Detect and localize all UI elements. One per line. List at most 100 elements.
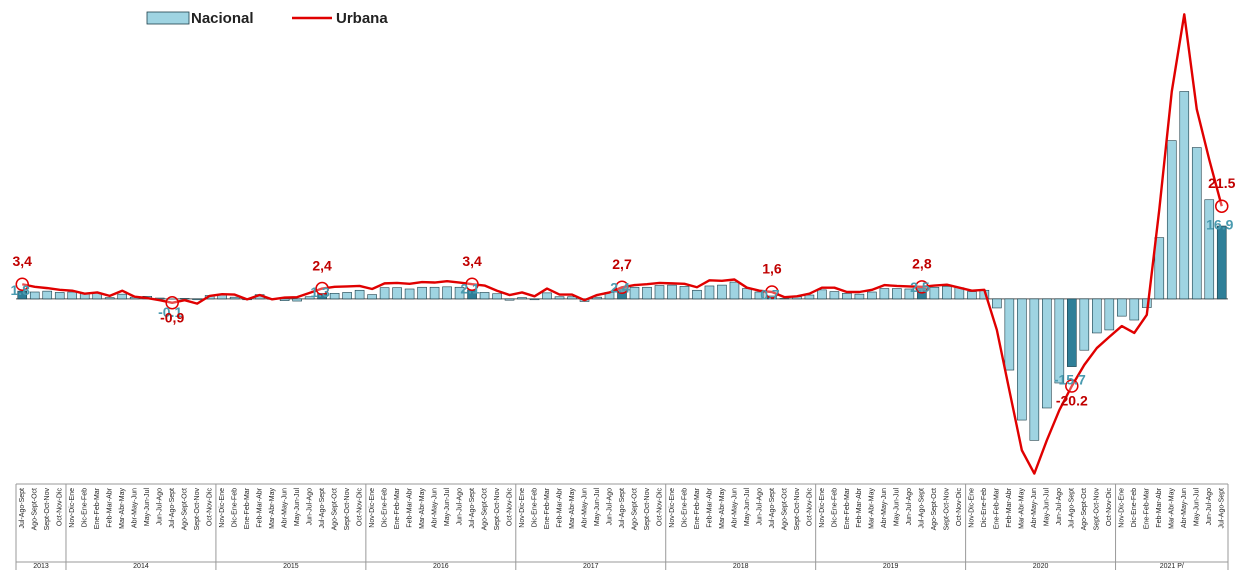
x-tick-label: Jul-Ago-Sept xyxy=(769,488,776,529)
x-tick-label: Ago-Sept-Oct xyxy=(931,488,938,530)
x-tick-label: Abr-May-Jun xyxy=(881,488,888,528)
x-tick-label: Dic-Ene-Feb xyxy=(831,488,838,527)
data-label: 2.5 xyxy=(910,279,930,295)
x-tick-label: Abr-May-Jun xyxy=(132,488,139,528)
x-tick-label: Jun-Jul-Ago xyxy=(456,488,463,525)
bar xyxy=(904,288,915,300)
x-tick-label: May-Jun-Jul xyxy=(444,488,451,527)
x-tick-label: Nov-Dic-Ene xyxy=(69,488,76,528)
bar xyxy=(842,292,852,300)
x-tick-label: Nov-Dic-Ene xyxy=(219,488,226,528)
bar xyxy=(642,286,652,300)
x-tick-label: Sept-Oct-Nov xyxy=(194,488,201,531)
bar xyxy=(1204,199,1215,300)
data-label: -0,9 xyxy=(160,309,184,325)
bar xyxy=(892,288,902,300)
bar xyxy=(1042,298,1052,409)
x-tick-label: Oct-Nov-Dic xyxy=(57,488,64,527)
bar xyxy=(279,298,290,301)
bar xyxy=(504,298,515,301)
x-tick-label: Mar-Abr-May xyxy=(1019,488,1026,529)
x-tick-label: Oct-Nov-Dic xyxy=(207,488,214,527)
data-label: 1.3 xyxy=(310,284,330,300)
x-tick-label: Feb-Mar-Abr xyxy=(556,487,563,527)
bar xyxy=(942,286,952,300)
data-label: 1,6 xyxy=(762,261,782,277)
bar xyxy=(867,291,877,300)
year-label: 2015 xyxy=(283,563,299,570)
x-tick-label: Dic-Ene-Feb xyxy=(82,488,89,527)
x-tick-label: Ene-Feb-Mar xyxy=(994,487,1001,529)
x-tick-label: Sept-Oct-Nov xyxy=(1094,488,1101,531)
x-tick-label: Abr-May-Jun xyxy=(431,488,438,528)
bar xyxy=(429,286,440,300)
x-tick-label: Dic-Ene-Feb xyxy=(681,488,688,527)
bar xyxy=(517,297,527,300)
x-tick-label: May-Jun-Jul xyxy=(744,488,751,527)
point-marker xyxy=(315,281,329,296)
bar xyxy=(529,298,540,301)
bar xyxy=(854,293,865,300)
bar xyxy=(1179,91,1190,300)
bar xyxy=(329,292,340,300)
x-tick-label: Abr-May-Jun xyxy=(1181,488,1188,528)
bar xyxy=(1029,298,1040,441)
point-marker xyxy=(1215,199,1229,213)
x-tick-label: Jul-Ago-Sept xyxy=(469,488,476,529)
bar xyxy=(17,290,28,300)
bar xyxy=(992,298,1002,309)
x-tick-label: Sept-Oct-Nov xyxy=(494,488,501,531)
x-tick-label: Ene-Feb-Mar xyxy=(394,487,401,529)
data-label: -20.2 xyxy=(1056,393,1088,409)
x-tick-label: Sept-Oct-Nov xyxy=(794,488,801,531)
legend-label: Urbana xyxy=(336,10,388,27)
bar xyxy=(967,291,977,300)
x-tick-label: Ene-Feb-Mar xyxy=(1144,487,1151,529)
x-tick-label: Nov-Dic-Ene xyxy=(819,488,826,528)
bar xyxy=(817,289,827,300)
x-tick-label: Jul-Ago-Sept xyxy=(1069,488,1076,529)
bar xyxy=(679,286,690,300)
x-tick-label: Abr-May-Jun xyxy=(581,488,588,528)
year-label: 2020 xyxy=(1033,563,1049,570)
x-tick-label: Feb-Mar-Abr xyxy=(256,487,263,527)
bar xyxy=(367,294,377,300)
x-tick-label: Jun-Jul-Ago xyxy=(756,488,763,525)
bar xyxy=(229,296,240,300)
x-tick-label: Sept-Oct-Nov xyxy=(644,488,651,531)
bar xyxy=(104,297,115,300)
x-tick-label: Oct-Nov-Dic xyxy=(506,488,513,527)
x-tick-label: Mar-Abr-May xyxy=(869,488,876,529)
x-tick-label: Ago-Sept-Oct xyxy=(481,488,488,530)
data-label: 16.9 xyxy=(1206,217,1233,233)
x-tick-label: Mar-Abr-May xyxy=(419,488,426,529)
x-tick-label: Sept-Oct-Nov xyxy=(944,488,951,531)
point-marker xyxy=(465,277,479,291)
bar xyxy=(442,286,452,300)
data-label: -0.1 xyxy=(158,304,182,320)
x-tick-label: Nov-Dic-Ene xyxy=(369,488,376,528)
bar xyxy=(454,286,465,300)
x-tick-label: Ago-Sept-Oct xyxy=(781,488,788,530)
x-tick-label: Abr-May-Jun xyxy=(731,488,738,528)
bar xyxy=(1166,140,1177,300)
x-tick-label: Dic-Ene-Feb xyxy=(531,488,538,527)
x-tick-label: Nov-Dic-Ene xyxy=(669,488,676,528)
x-tick-label: Jul-Ago-Sept xyxy=(919,488,926,529)
x-tick-label: Oct-Nov-Dic xyxy=(806,488,813,527)
bar xyxy=(479,292,490,300)
x-tick-label: Dic-Ene-Feb xyxy=(232,488,239,527)
x-tick-label: Ene-Feb-Mar xyxy=(844,487,851,529)
bar xyxy=(317,292,327,300)
bar xyxy=(542,292,552,300)
x-tick-label: Abr-May-Jun xyxy=(1031,488,1038,528)
x-tick-label: Mar-Abr-May xyxy=(119,488,126,529)
year-label: 2017 xyxy=(583,563,599,570)
x-tick-label: Dic-Ene-Feb xyxy=(981,488,988,527)
x-tick-label: Mar-Abr-May xyxy=(569,488,576,529)
bar xyxy=(742,288,752,300)
x-tick-label: May-Jun-Jul xyxy=(1044,488,1051,527)
x-tick-label: Nov-Dic-Ene xyxy=(519,488,526,528)
x-tick-label: Ene-Feb-Mar xyxy=(244,487,251,529)
bar xyxy=(654,285,665,300)
